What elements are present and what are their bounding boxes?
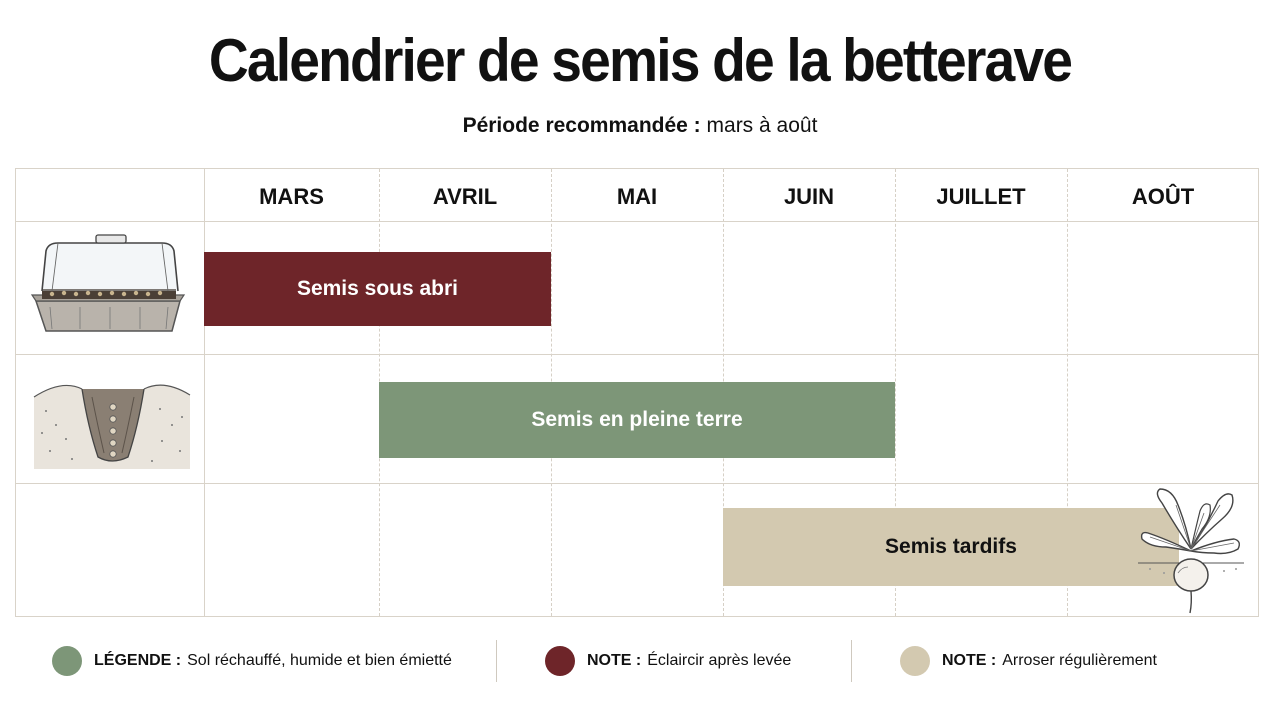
month-divider <box>1067 169 1068 616</box>
month-divider <box>895 169 896 616</box>
gantt-bar-semis-sous-abri: Semis sous abri <box>204 252 551 326</box>
legend-text: Arroser régulièrement <box>1002 652 1157 669</box>
legend-swatch-green <box>52 646 82 676</box>
legend-key: NOTE : <box>587 652 642 669</box>
page-title: Calendrier de semis de la betterave <box>208 27 1073 94</box>
legend-key: NOTE : <box>942 652 997 669</box>
legend-item-1: LÉGENDE : Sol réchauffé, humide et bien … <box>52 640 452 682</box>
month-header-juin: JUIN <box>783 184 835 209</box>
subtitle-label: Période recommandée : <box>462 114 701 137</box>
legend-item-3: NOTE : Arroser régulièrement <box>900 640 1157 682</box>
legend-text: Éclaircir après levée <box>647 652 792 669</box>
bar-label: Semis sous abri <box>296 277 459 300</box>
row-divider <box>16 483 1258 484</box>
legend-key: LÉGENDE : <box>94 652 182 669</box>
legend-divider <box>851 640 852 682</box>
row-divider <box>16 354 1258 355</box>
sowing-calendar-chart: MARS AVRIL MAI JUIN JUILLET AOÛT Semis s… <box>15 168 1259 617</box>
seed-tray-cloche-icon <box>30 234 186 332</box>
header-row-divider <box>16 221 1258 222</box>
legend-swatch-beige <box>900 646 930 676</box>
month-header-aout: AOÛT <box>1131 184 1195 209</box>
month-header-mars: MARS <box>259 184 324 209</box>
legend-swatch-red <box>545 646 575 676</box>
soil-furrow-seeds-icon <box>33 384 191 469</box>
bar-label: Semis en pleine terre <box>531 408 743 431</box>
month-header-avril: AVRIL <box>432 184 498 209</box>
legend-divider <box>496 640 497 682</box>
legend-item-2: NOTE : Éclaircir après levée <box>545 640 791 682</box>
month-header-mai: MAI <box>616 184 658 209</box>
label-column-divider <box>204 169 205 616</box>
bar-label: Semis tardifs <box>885 535 1017 558</box>
beetroot-plant-icon <box>1138 488 1244 614</box>
page-subtitle: Période recommandée : mars à août <box>0 114 1280 138</box>
gantt-bar-semis-tardifs: Semis tardifs <box>723 508 1179 586</box>
month-header-juillet: JUILLET <box>936 184 1026 209</box>
gantt-bar-semis-en-pleine-terre: Semis en pleine terre <box>379 382 895 458</box>
legend-text: Sol réchauffé, humide et bien émietté <box>187 652 452 669</box>
subtitle-value: mars à août <box>706 114 818 137</box>
